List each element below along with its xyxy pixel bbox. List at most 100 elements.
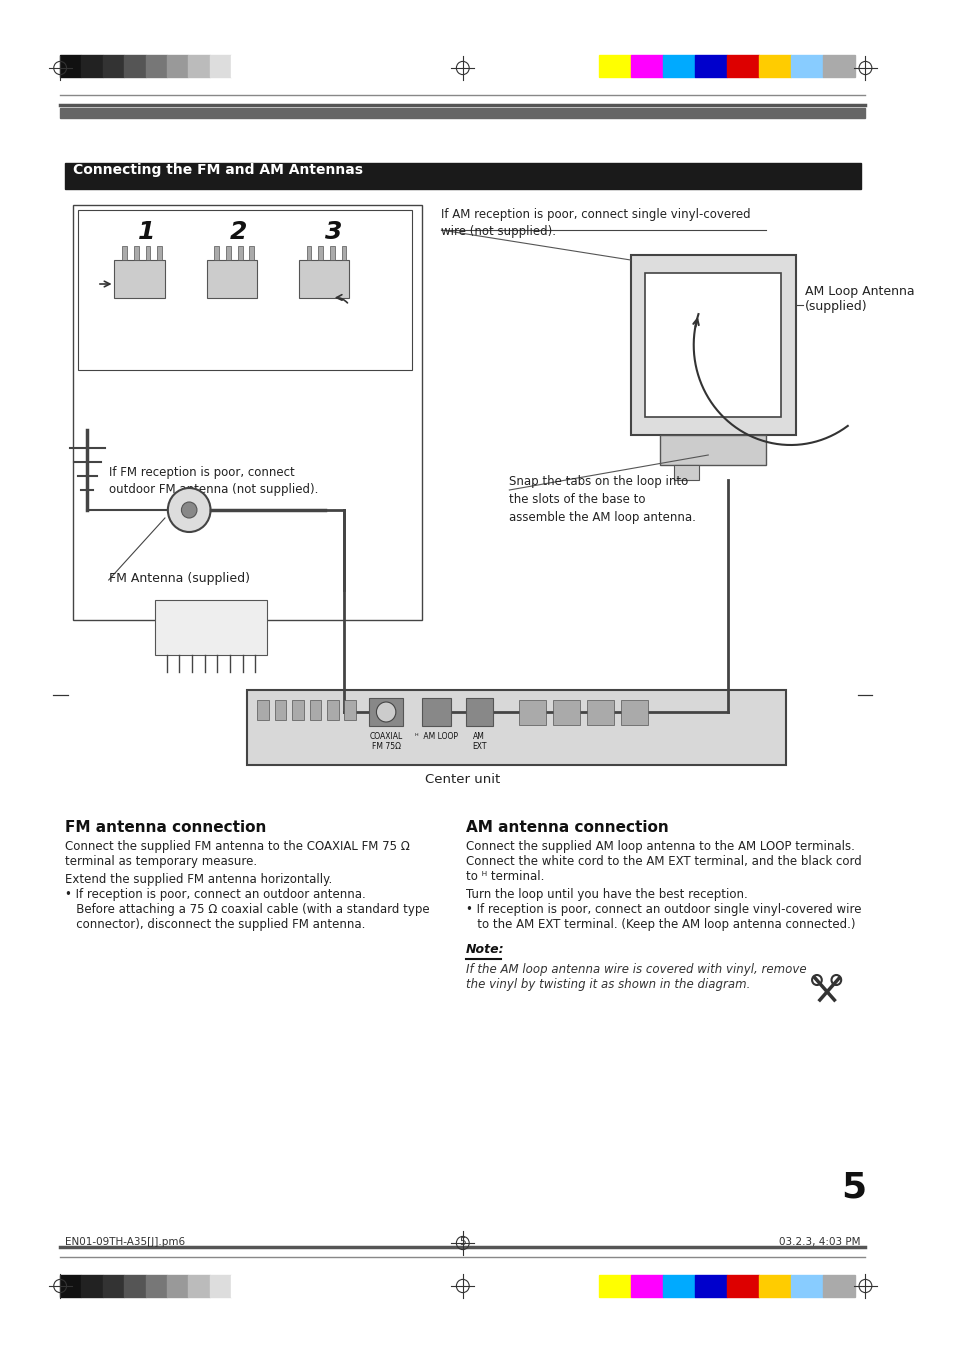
- Text: 3: 3: [325, 220, 342, 243]
- Bar: [330, 246, 335, 260]
- Text: If FM reception is poor, connect
outdoor FM antenna (not supplied).: If FM reception is poor, connect outdoor…: [109, 466, 317, 496]
- Bar: [210, 55, 231, 77]
- Text: Connect the white cord to the AM EXT terminal, and the black cord: Connect the white cord to the AM EXT ter…: [465, 854, 861, 868]
- Bar: [231, 1275, 252, 1297]
- Bar: [65, 164, 860, 189]
- Bar: [694, 55, 726, 77]
- Text: EN01-09TH-A35[J].pm6: EN01-09TH-A35[J].pm6: [65, 1237, 185, 1247]
- Bar: [306, 246, 311, 260]
- Text: to the AM EXT terminal. (Keep the AM loop antenna connected.): to the AM EXT terminal. (Keep the AM loo…: [465, 918, 854, 932]
- Bar: [620, 700, 647, 725]
- Text: If the AM loop antenna wire is covered with vinyl, remove: If the AM loop antenna wire is covered w…: [465, 963, 805, 976]
- Bar: [103, 55, 124, 77]
- Bar: [81, 55, 103, 77]
- Bar: [122, 246, 127, 260]
- Bar: [60, 108, 864, 118]
- Bar: [518, 700, 546, 725]
- Bar: [60, 1275, 81, 1297]
- Text: 2: 2: [230, 220, 247, 243]
- Bar: [249, 246, 253, 260]
- Bar: [662, 55, 694, 77]
- Bar: [553, 700, 579, 725]
- Bar: [72, 206, 421, 621]
- Bar: [133, 246, 138, 260]
- Bar: [155, 600, 267, 654]
- Bar: [167, 1275, 188, 1297]
- Bar: [231, 55, 252, 77]
- Text: • If reception is poor, connect an outdoor antenna.: • If reception is poor, connect an outdo…: [65, 888, 365, 900]
- Text: FM antenna connection: FM antenna connection: [65, 821, 266, 836]
- Bar: [274, 700, 286, 721]
- Bar: [630, 1275, 662, 1297]
- Text: Center unit: Center unit: [425, 773, 500, 786]
- Text: AM
EXT: AM EXT: [472, 731, 486, 752]
- Bar: [77, 210, 412, 370]
- Bar: [103, 1275, 124, 1297]
- Bar: [644, 273, 781, 416]
- Circle shape: [376, 702, 395, 722]
- Text: If AM reception is poor, connect single vinyl-covered
wire (not supplied).: If AM reception is poor, connect single …: [441, 208, 750, 238]
- Bar: [344, 700, 355, 721]
- Bar: [598, 1275, 630, 1297]
- Bar: [124, 55, 146, 77]
- Circle shape: [168, 488, 211, 531]
- Bar: [659, 435, 765, 465]
- Circle shape: [181, 502, 196, 518]
- Text: ᵸ  AM LOOP: ᵸ AM LOOP: [415, 731, 457, 741]
- Bar: [465, 698, 493, 726]
- Bar: [341, 246, 346, 260]
- Text: terminal as temporary measure.: terminal as temporary measure.: [65, 854, 257, 868]
- Text: to ᵸ terminal.: to ᵸ terminal.: [465, 869, 543, 883]
- Text: Before attaching a 75 Ω coaxial cable (with a standard type: Before attaching a 75 Ω coaxial cable (w…: [65, 903, 429, 917]
- Bar: [726, 1275, 758, 1297]
- Bar: [662, 1275, 694, 1297]
- Text: 5: 5: [841, 1169, 865, 1205]
- Text: Note:: Note:: [465, 942, 504, 956]
- Bar: [188, 1275, 210, 1297]
- Bar: [674, 465, 698, 480]
- Bar: [790, 1275, 821, 1297]
- Bar: [758, 1275, 790, 1297]
- Bar: [318, 246, 323, 260]
- Text: 5: 5: [459, 1237, 466, 1247]
- Bar: [298, 260, 349, 297]
- Text: FM Antenna (supplied): FM Antenna (supplied): [109, 572, 250, 585]
- Bar: [630, 256, 795, 435]
- Bar: [758, 55, 790, 77]
- Text: Snap the tabs on the loop into
the slots of the base to
assemble the AM loop ant: Snap the tabs on the loop into the slots…: [509, 475, 696, 525]
- Bar: [630, 55, 662, 77]
- Bar: [821, 55, 854, 77]
- Bar: [167, 55, 188, 77]
- Bar: [214, 246, 219, 260]
- Bar: [821, 1275, 854, 1297]
- Text: Connect the supplied AM loop antenna to the AM LOOP terminals.: Connect the supplied AM loop antenna to …: [465, 840, 854, 853]
- Bar: [146, 1275, 167, 1297]
- Bar: [368, 698, 402, 726]
- Bar: [146, 246, 151, 260]
- Bar: [694, 1275, 726, 1297]
- Bar: [237, 246, 242, 260]
- Text: Connecting the FM and AM Antennas: Connecting the FM and AM Antennas: [72, 164, 362, 177]
- Text: AM Loop Antenna
(supplied): AM Loop Antenna (supplied): [804, 285, 914, 314]
- Text: the vinyl by twisting it as shown in the diagram.: the vinyl by twisting it as shown in the…: [465, 977, 749, 991]
- Bar: [114, 260, 165, 297]
- Text: Turn the loop until you have the best reception.: Turn the loop until you have the best re…: [465, 888, 747, 900]
- Bar: [124, 1275, 146, 1297]
- Bar: [421, 698, 451, 726]
- Bar: [146, 55, 167, 77]
- Bar: [292, 700, 303, 721]
- Text: Extend the supplied FM antenna horizontally.: Extend the supplied FM antenna horizonta…: [65, 873, 332, 886]
- Text: connector), disconnect the supplied FM antenna.: connector), disconnect the supplied FM a…: [65, 918, 365, 932]
- Bar: [327, 700, 338, 721]
- Bar: [247, 690, 785, 765]
- Bar: [210, 1275, 231, 1297]
- Bar: [157, 246, 162, 260]
- Text: AM antenna connection: AM antenna connection: [465, 821, 668, 836]
- Text: • If reception is poor, connect an outdoor single vinyl-covered wire: • If reception is poor, connect an outdo…: [465, 903, 861, 917]
- Bar: [81, 1275, 103, 1297]
- Text: 03.2.3, 4:03 PM: 03.2.3, 4:03 PM: [779, 1237, 860, 1247]
- Text: Connect the supplied FM antenna to the COAXIAL FM 75 Ω: Connect the supplied FM antenna to the C…: [65, 840, 410, 853]
- Bar: [309, 700, 321, 721]
- Bar: [188, 55, 210, 77]
- Text: COAXIAL
FM 75Ω: COAXIAL FM 75Ω: [369, 731, 402, 752]
